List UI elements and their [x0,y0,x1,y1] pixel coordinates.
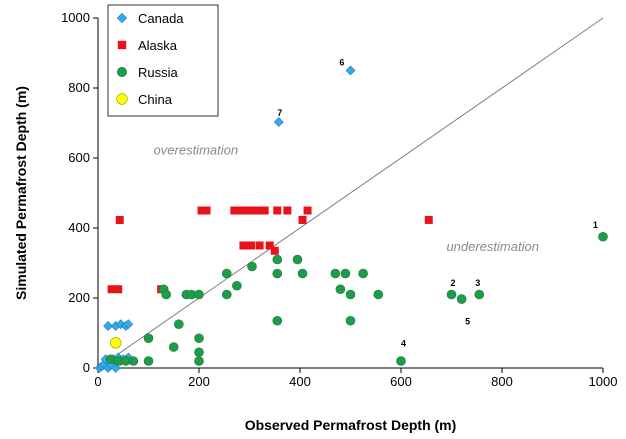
annotations: overestimation underestimation [154,143,539,254]
legend: Canada Alaska Russia China [107,4,219,117]
axes: 0 200 400 600 800 1000 0 200 400 600 800 1000 Observ… [13,10,617,433]
point-alaska [240,206,249,215]
point-alaska [255,241,264,250]
point-alaska [255,206,264,215]
point-alaska [239,241,248,250]
x-tick-label: 800 [491,374,513,389]
point-alaska [424,215,433,224]
legend-marker-alaska [117,40,127,50]
point-russia [456,294,467,304]
point-russia [247,261,257,272]
point-russia [340,268,351,279]
x-tick-label: 400 [289,374,311,389]
legend-label-alaska: Alaska [138,38,178,53]
one-to-one-line [97,17,604,369]
point-russia [174,319,184,330]
point-canada [273,117,284,127]
annotation-label: overestimation [154,143,239,158]
point-alaska [115,215,124,224]
point-russia [168,342,179,352]
point-russia [143,333,154,344]
point-russia [345,289,356,300]
legend-label-canada: Canada [138,11,184,26]
point-russia [330,268,341,279]
x-tick-label: 1000 [589,374,618,389]
point-russia [232,280,242,291]
point-russia [373,289,384,300]
point-alaska [270,246,279,255]
y-tick-label: 800 [68,80,90,95]
y-tick-label: 600 [68,150,90,165]
y-tick-label: 200 [68,290,90,305]
point-russia [128,356,139,366]
point-russia [396,356,406,366]
point-alaska [247,241,256,250]
point-alaska [273,206,282,215]
point-alaska [250,206,259,215]
legend-marker-canada [116,12,128,24]
point-alaska [260,206,269,215]
legend-marker-china [116,93,128,105]
point-russia [272,254,283,265]
point-alaska [265,241,274,250]
point-alaska [114,285,123,294]
legend-marker-russia [116,66,128,78]
point-label: 6 [339,57,344,67]
x-tick-label: 0 [94,374,101,389]
point-russia [358,268,368,279]
point-russia [221,268,232,279]
point-russia [272,315,283,326]
point-label: 2 [451,278,456,288]
point-alaska [202,206,211,215]
point-russia [446,289,457,300]
point-label: 4 [401,338,406,348]
point-russia [474,289,485,300]
point-russia [194,347,204,358]
point-russia [598,231,608,242]
point-russia [335,284,346,295]
point-alaska [107,285,116,294]
point-alaska [245,206,254,215]
data-points [94,65,608,373]
point-russia [345,315,356,326]
legend-label-russia: Russia [138,65,179,80]
point-label: 1 [593,220,598,230]
point-alaska [303,206,312,215]
point-label: 5 [465,316,470,326]
point-labels: 1 2 3 4 5 6 7 [277,57,598,348]
annotation-label: underestimation [446,239,539,254]
point-canada [103,321,114,331]
point-russia [143,356,154,366]
identity-line [97,17,604,369]
point-russia [272,268,283,279]
point-label: 7 [277,108,282,118]
point-canada [123,319,134,330]
point-alaska [283,206,292,215]
y-tick-label: 400 [68,220,90,235]
point-alaska [298,215,307,224]
point-russia [194,333,204,344]
legend-label-china: China [138,92,173,107]
x-axis-title: Observed Permafrost Depth (m) [245,417,457,433]
x-tick-label: 600 [390,374,412,389]
y-axis-title: Simulated Permafrost Depth (m) [13,86,29,300]
point-alaska [230,206,239,215]
y-tick-label: 1000 [61,10,90,25]
y-tick-label: 0 [83,360,90,375]
point-canada [345,65,356,76]
point-alaska [197,206,206,215]
point-russia [194,356,204,366]
point-russia [221,289,232,300]
point-russia [194,289,204,300]
point-china [109,337,122,349]
point-russia [297,268,308,279]
point-russia [161,289,171,300]
point-russia [292,254,303,265]
x-tick-label: 200 [188,374,210,389]
point-label: 3 [475,278,480,288]
